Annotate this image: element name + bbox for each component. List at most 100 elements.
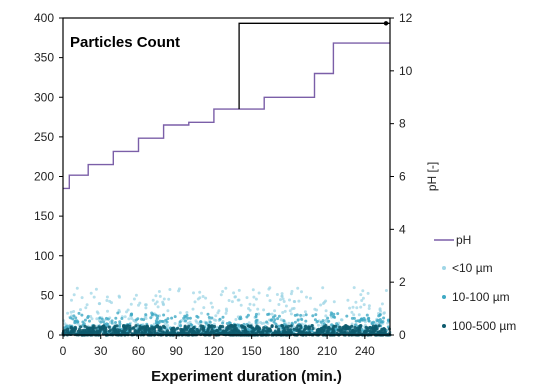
particle-point <box>200 311 203 315</box>
y2-tick-label: 0 <box>399 328 406 342</box>
particle-point <box>184 319 187 323</box>
particle-point <box>180 330 184 334</box>
particle-point <box>384 289 388 292</box>
particle-point <box>75 286 79 290</box>
particle-point <box>148 327 152 331</box>
particle-point <box>281 297 285 301</box>
x-tick-label: 0 <box>60 344 67 358</box>
particle-point <box>233 327 237 331</box>
particle-point <box>281 311 285 314</box>
particle-point <box>173 322 177 325</box>
particle-point <box>100 325 105 329</box>
particle-point <box>334 327 338 331</box>
particle-point <box>261 331 265 336</box>
particle-point <box>134 318 138 322</box>
particle-point <box>208 320 212 324</box>
particle-point <box>215 328 219 333</box>
particle-point <box>301 330 305 334</box>
particle-point <box>332 300 336 304</box>
particle-point <box>274 325 278 329</box>
particle-point <box>207 315 211 319</box>
particle-point <box>221 329 225 333</box>
particle-point <box>166 317 170 321</box>
particle-point <box>365 327 369 331</box>
particle-point <box>293 320 297 324</box>
particle-point <box>317 331 321 335</box>
particle-point <box>218 317 222 321</box>
particle-point <box>95 329 100 333</box>
particle-point <box>199 320 203 324</box>
particle-point <box>137 303 140 307</box>
particle-point <box>326 328 330 332</box>
particle-point <box>209 301 213 305</box>
particle-point <box>364 330 368 334</box>
particle-point <box>211 305 214 309</box>
particle-point <box>172 326 176 330</box>
particle-point <box>290 289 294 293</box>
particle-point <box>254 321 258 325</box>
particle-point <box>377 324 381 328</box>
particle-point <box>161 302 165 306</box>
y-tick-label: 50 <box>41 288 55 302</box>
particle-point <box>360 299 364 302</box>
particle-point <box>279 318 283 322</box>
particle-point <box>311 326 315 331</box>
particle-point <box>166 309 170 313</box>
legend-10-100-marker <box>442 295 446 299</box>
particle-point <box>237 298 241 302</box>
particle-point <box>362 303 366 307</box>
particle-point <box>330 323 334 327</box>
particle-point <box>80 313 84 317</box>
particle-point <box>380 320 383 324</box>
particle-point <box>353 323 357 327</box>
particle-point <box>197 322 201 326</box>
particle-point <box>262 321 266 325</box>
particle-point <box>132 318 136 322</box>
particle-point <box>72 330 76 334</box>
particle-point <box>377 314 381 318</box>
particle-point <box>355 306 359 310</box>
particle-point <box>142 318 146 322</box>
particle-point <box>289 328 293 332</box>
particle-point <box>204 296 208 300</box>
particle-point <box>132 297 136 301</box>
particle-point <box>282 326 286 330</box>
particle-point <box>365 313 369 317</box>
particle-point <box>378 329 382 333</box>
particle-point <box>231 324 235 328</box>
particle-point <box>142 331 146 335</box>
particle-point <box>371 326 375 330</box>
particle-point <box>378 318 382 321</box>
particle-point <box>105 299 109 302</box>
particle-point <box>89 291 93 295</box>
x-tick-label: 90 <box>170 344 184 358</box>
particle-point <box>319 303 323 307</box>
particle-point <box>250 326 254 330</box>
particle-point <box>156 325 160 329</box>
particle-point <box>258 331 262 335</box>
particle-point <box>266 313 270 316</box>
particle-point <box>287 321 291 325</box>
particle-point <box>273 331 277 335</box>
particle-point <box>204 321 208 325</box>
particle-point <box>153 329 157 333</box>
particle-point <box>206 328 210 332</box>
particle-point <box>320 330 325 334</box>
particle-point <box>383 330 387 334</box>
particle-point <box>277 324 281 328</box>
particle-point <box>321 319 325 323</box>
particle-point <box>158 294 162 298</box>
particle-point <box>262 329 267 333</box>
particle-point <box>79 325 83 329</box>
particle-point <box>307 327 311 331</box>
particle-point <box>257 326 261 330</box>
particle-point <box>182 328 186 332</box>
particle-point <box>277 314 281 318</box>
particle-point <box>348 330 352 334</box>
y2-tick-label: 12 <box>399 11 413 25</box>
particle-point <box>188 320 192 324</box>
particle-point <box>247 307 250 310</box>
particle-point <box>113 324 117 328</box>
particle-point <box>117 294 121 298</box>
particle-point <box>348 306 352 310</box>
